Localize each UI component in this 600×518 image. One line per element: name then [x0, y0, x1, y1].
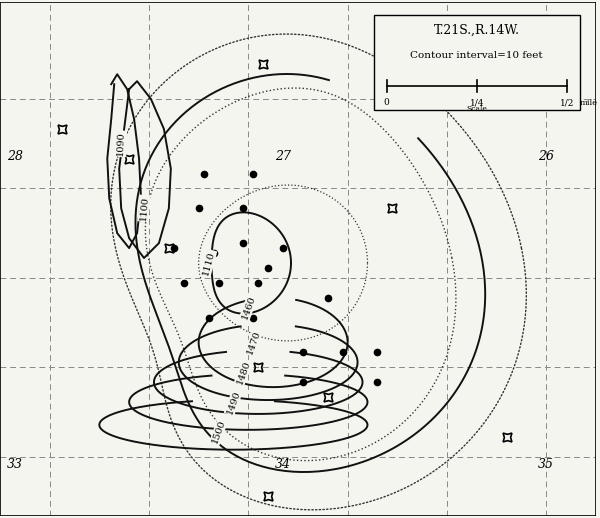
- Text: 27: 27: [275, 150, 291, 163]
- Text: 35: 35: [538, 458, 554, 471]
- Text: 1090: 1090: [116, 132, 126, 156]
- Text: 1110: 1110: [201, 250, 216, 276]
- Text: 1490: 1490: [225, 389, 242, 415]
- Text: 1500: 1500: [210, 419, 227, 445]
- Text: 1460: 1460: [240, 295, 257, 321]
- Text: 26: 26: [538, 150, 554, 163]
- Text: 28: 28: [7, 150, 23, 163]
- Text: 33: 33: [7, 458, 23, 471]
- Text: 34: 34: [275, 458, 291, 471]
- Text: 1480: 1480: [235, 359, 252, 385]
- Text: 1470: 1470: [245, 329, 262, 356]
- Text: 1100: 1100: [139, 196, 149, 221]
